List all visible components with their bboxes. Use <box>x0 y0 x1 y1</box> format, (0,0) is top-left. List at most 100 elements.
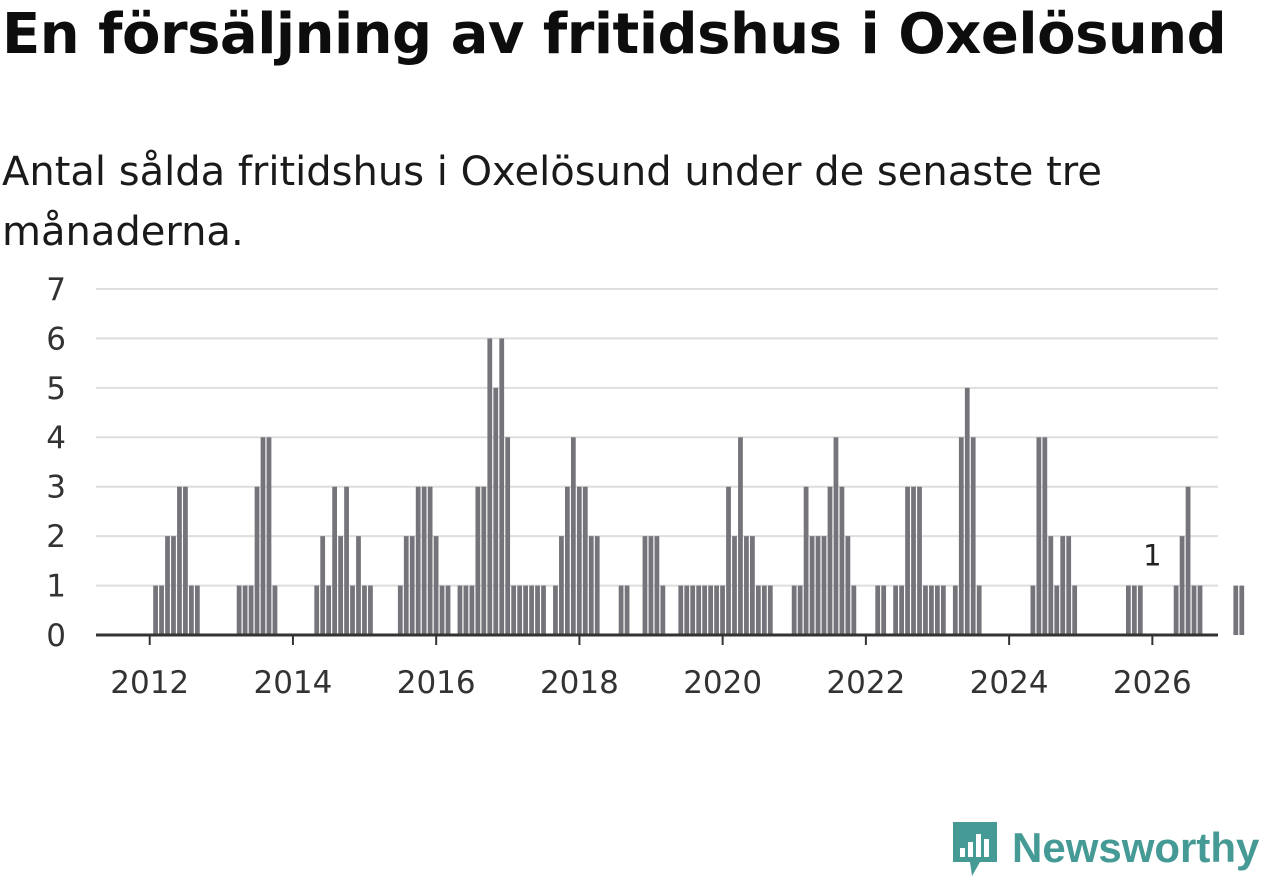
bar <box>260 437 266 635</box>
bar <box>875 585 881 635</box>
bar <box>248 585 254 635</box>
bar <box>403 536 409 635</box>
bar <box>1191 585 1197 635</box>
bar <box>350 585 355 635</box>
bar <box>481 486 487 635</box>
bar <box>720 585 725 635</box>
bar <box>266 437 272 635</box>
bar <box>576 486 582 635</box>
bar <box>833 437 839 635</box>
bar <box>911 486 916 635</box>
bar <box>1030 585 1036 635</box>
bar <box>1125 585 1131 635</box>
chart-subtitle: Antal sålda fritidshus i Oxelösund under… <box>2 149 1102 255</box>
bar <box>696 585 702 635</box>
bar <box>624 585 630 635</box>
bar <box>1042 437 1048 635</box>
bar <box>535 585 540 635</box>
bar <box>427 486 433 635</box>
bar <box>827 486 833 635</box>
bar <box>332 486 338 635</box>
bar <box>923 585 928 635</box>
bar-chart: 0 1 2 3 4 5 6 7 2012 2014 2016 2018 2020 2022 2024 202… <box>46 272 1245 700</box>
bar <box>254 486 260 635</box>
bar <box>564 486 570 635</box>
bar <box>511 585 517 635</box>
y-axis-ticks: 0 1 2 3 4 5 6 7 <box>46 272 66 654</box>
bar <box>159 585 164 635</box>
y-tick-label: 6 <box>46 321 66 357</box>
bar <box>1131 585 1137 635</box>
bar <box>421 486 427 635</box>
bar <box>409 536 415 635</box>
bar <box>767 585 773 635</box>
bar <box>553 585 558 635</box>
bar <box>976 585 982 635</box>
bar <box>893 585 899 635</box>
bar <box>970 437 976 635</box>
y-tick-label: 0 <box>46 618 66 654</box>
y-tick-label: 7 <box>46 272 66 308</box>
bar <box>594 536 600 635</box>
newsworthy-logo-icon <box>953 822 997 876</box>
bar <box>1137 585 1143 635</box>
gridlines <box>96 288 1218 587</box>
brand: Newsworthy <box>950 818 1259 878</box>
bar <box>1036 437 1042 635</box>
bar <box>654 536 660 635</box>
bar <box>1072 585 1078 635</box>
bar <box>189 585 194 635</box>
bar <box>362 585 367 635</box>
y-tick-label: 5 <box>46 371 66 407</box>
bar <box>755 585 761 635</box>
bar <box>905 486 910 635</box>
bar <box>153 585 158 635</box>
y-tick-label: 2 <box>46 519 66 555</box>
bar <box>320 536 326 635</box>
bar <box>559 536 564 635</box>
bar <box>338 536 343 635</box>
bar <box>523 585 528 635</box>
brand-name: Newsworthy <box>1012 824 1260 871</box>
bar <box>851 585 857 635</box>
bar <box>177 486 182 635</box>
bar <box>678 585 684 635</box>
data-label-latest: 1 <box>1143 539 1161 573</box>
bar <box>487 338 493 635</box>
y-tick-label: 1 <box>46 569 66 605</box>
bar <box>1239 585 1245 635</box>
bar <box>761 585 767 635</box>
bar <box>242 585 248 635</box>
bar <box>1060 536 1066 635</box>
bar <box>570 437 576 635</box>
bar <box>433 536 439 635</box>
bar <box>1066 536 1072 635</box>
bar <box>183 486 188 635</box>
bar <box>344 486 349 635</box>
bar <box>1197 585 1203 635</box>
bars <box>153 338 1245 635</box>
bar <box>475 486 481 635</box>
bar <box>952 585 958 635</box>
y-tick-label: 4 <box>46 420 66 456</box>
bar <box>445 585 451 635</box>
bar <box>171 536 176 635</box>
bar <box>738 437 743 635</box>
bar <box>356 536 361 635</box>
bar <box>493 387 499 635</box>
bar <box>684 585 690 635</box>
bar <box>541 585 546 635</box>
bar <box>505 437 511 635</box>
bar <box>744 536 749 635</box>
bar <box>1179 536 1185 635</box>
bar <box>397 585 403 635</box>
bar <box>929 585 934 635</box>
bar <box>194 585 200 635</box>
bar <box>821 536 827 635</box>
x-tick-label: 2026 <box>1113 665 1192 700</box>
bar <box>917 486 922 635</box>
bar <box>803 486 809 635</box>
bar <box>1048 536 1054 635</box>
bar <box>708 585 713 635</box>
bar <box>582 486 588 635</box>
